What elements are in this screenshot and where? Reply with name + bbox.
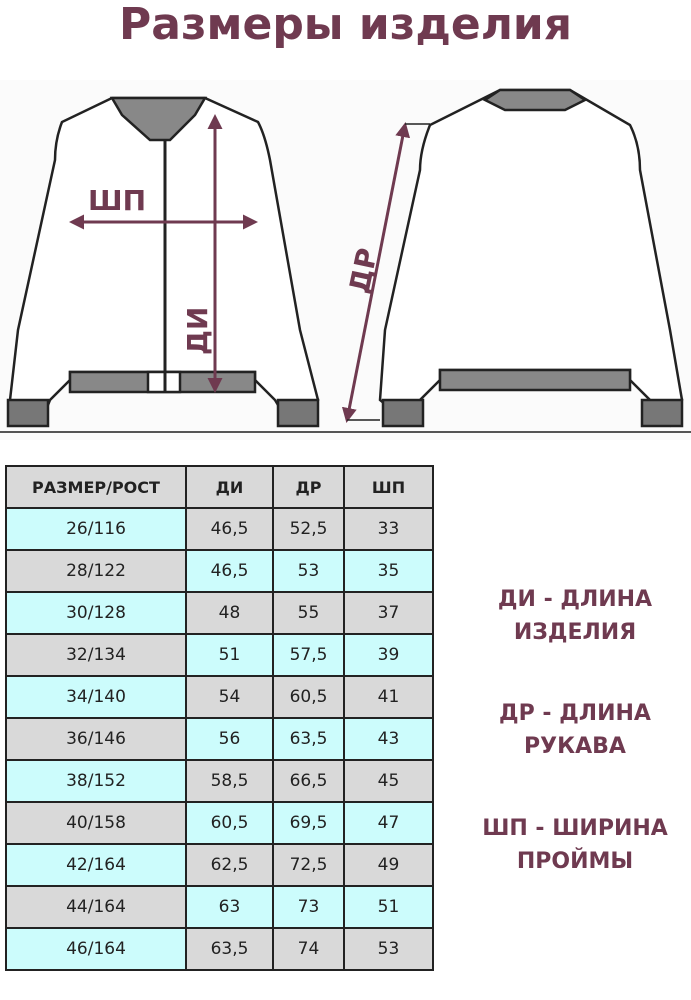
jacket-back xyxy=(378,88,684,428)
jacket-diagram: ШП ДИ ДР xyxy=(0,80,691,440)
cell-shp: 41 xyxy=(343,675,434,719)
cell-shp: 35 xyxy=(343,549,434,593)
table-row: 36/146 56 63,5 43 xyxy=(5,717,434,761)
cell-dr: 69,5 xyxy=(272,801,345,845)
header-di: ДИ xyxy=(185,465,274,509)
cell-di: 48 xyxy=(185,591,274,635)
table-row: 46/164 63,5 74 53 xyxy=(5,927,434,971)
legend-shp-line2: ПРОЙМЫ xyxy=(516,849,634,874)
cell-size: 40/158 xyxy=(5,801,187,845)
cell-shp: 43 xyxy=(343,717,434,761)
cell-di: 63,5 xyxy=(185,927,274,971)
table-row: 38/152 58,5 66,5 45 xyxy=(5,759,434,803)
cell-shp: 53 xyxy=(343,927,434,971)
dr-arrow xyxy=(341,122,411,423)
cell-size: 36/146 xyxy=(5,717,187,761)
shp-label: ШП xyxy=(88,184,146,217)
cell-di: 56 xyxy=(185,717,274,761)
cell-size: 42/164 xyxy=(5,843,187,887)
cell-size: 26/116 xyxy=(5,507,187,551)
cell-shp: 47 xyxy=(343,801,434,845)
cell-di: 46,5 xyxy=(185,507,274,551)
legend-dr-line1: ДР - ДЛИНА xyxy=(499,701,651,726)
table-row: 44/164 63 73 51 xyxy=(5,885,434,929)
cell-dr: 72,5 xyxy=(272,843,345,887)
legend-di-line2: ИЗДЕЛИЯ xyxy=(513,620,637,645)
cell-shp: 51 xyxy=(343,885,434,929)
cell-di: 51 xyxy=(185,633,274,677)
cell-di: 58,5 xyxy=(185,759,274,803)
cell-dr: 73 xyxy=(272,885,345,929)
table-row: 40/158 60,5 69,5 47 xyxy=(5,801,434,845)
legend-dr: ДР - ДЛИНА РУКАВА xyxy=(460,697,690,763)
cell-shp: 45 xyxy=(343,759,434,803)
cell-di: 46,5 xyxy=(185,549,274,593)
cell-size: 38/152 xyxy=(5,759,187,803)
cell-size: 28/122 xyxy=(5,549,187,593)
cell-dr: 53 xyxy=(272,549,345,593)
cell-shp: 39 xyxy=(343,633,434,677)
legend-shp: ШП - ШИРИНА ПРОЙМЫ xyxy=(460,812,690,878)
cell-di: 63 xyxy=(185,885,274,929)
cell-dr: 66,5 xyxy=(272,759,345,803)
legend-di-line1: ДИ - ДЛИНА xyxy=(497,587,653,612)
page-title: Размеры изделия xyxy=(119,0,572,50)
cell-size: 46/164 xyxy=(5,927,187,971)
cell-dr: 74 xyxy=(272,927,345,971)
legend-dr-line2: РУКАВА xyxy=(524,734,626,759)
table-row: 28/122 46,5 53 35 xyxy=(5,549,434,593)
cell-dr: 60,5 xyxy=(272,675,345,719)
table-header-row: РАЗМЕР/РОСТ ДИ ДР ШП xyxy=(5,465,434,509)
table-row: 32/134 51 57,5 39 xyxy=(5,633,434,677)
legend-di: ДИ - ДЛИНА ИЗДЕЛИЯ xyxy=(460,583,690,649)
cell-dr: 55 xyxy=(272,591,345,635)
header-shp: ШП xyxy=(343,465,434,509)
size-table: РАЗМЕР/РОСТ ДИ ДР ШП 26/116 46,5 52,5 33 28/… xyxy=(5,465,434,971)
cell-size: 32/134 xyxy=(5,633,187,677)
cell-shp: 49 xyxy=(343,843,434,887)
table-row: 42/164 62,5 72,5 49 xyxy=(5,843,434,887)
cell-size: 30/128 xyxy=(5,591,187,635)
cell-di: 60,5 xyxy=(185,801,274,845)
cell-shp: 37 xyxy=(343,591,434,635)
table-row: 30/128 48 55 37 xyxy=(5,591,434,635)
cell-di: 62,5 xyxy=(185,843,274,887)
cell-dr: 57,5 xyxy=(272,633,345,677)
header-size: РАЗМЕР/РОСТ xyxy=(5,465,187,509)
cell-dr: 52,5 xyxy=(272,507,345,551)
cell-size: 34/140 xyxy=(5,675,187,719)
table-row: 26/116 46,5 52,5 33 xyxy=(5,507,434,551)
legend-shp-line1: ШП - ШИРИНА xyxy=(482,816,668,841)
di-label: ДИ xyxy=(181,307,214,355)
table-row: 34/140 54 60,5 41 xyxy=(5,675,434,719)
cell-size: 44/164 xyxy=(5,885,187,929)
cell-di: 54 xyxy=(185,675,274,719)
cell-shp: 33 xyxy=(343,507,434,551)
jacket-front xyxy=(6,96,320,428)
cell-dr: 63,5 xyxy=(272,717,345,761)
header-dr: ДР xyxy=(272,465,345,509)
